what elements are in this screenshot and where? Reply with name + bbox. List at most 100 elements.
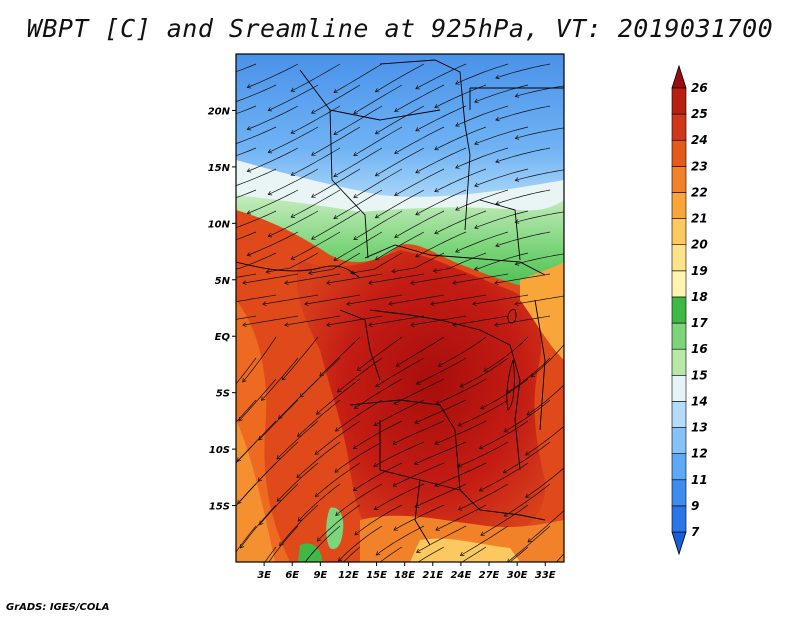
streamline-arrow [353,193,358,198]
lat-tick-label: 15N [208,163,231,174]
colorbar-segment [671,479,687,507]
streamline-arrow [502,469,508,474]
streamline-arrow [415,169,420,174]
streamline-arrow [437,362,443,367]
colorbar-label: 18 [691,290,708,304]
colorbar-label: 7 [691,525,700,539]
streamline [236,315,257,320]
streamline-arrow [290,171,296,176]
streamline [326,273,383,284]
streamline-arrow [315,410,321,415]
lon-tick-label: 9E [313,570,327,581]
streamline-arrow [267,107,273,112]
streamline-arrow [218,479,222,483]
streamline [459,357,509,388]
streamline [379,546,403,562]
streamline-arrow [375,382,380,387]
streamline [394,126,445,154]
streamline [393,504,445,531]
streamline [268,210,319,237]
streamline [236,168,277,186]
streamline [311,126,361,156]
streamline [236,126,277,144]
streamline [247,147,299,172]
streamline-arrow [495,116,500,122]
colorbar-label: 22 [691,185,708,199]
chart-title: WBPT [C] and Sreamline at 925hPa, VT: 20… [26,14,774,43]
streamline [236,441,257,464]
streamline-arrow [415,127,420,132]
streamline-arrow [503,512,509,517]
streamline [353,420,403,449]
streamline [416,525,467,553]
streamline [504,483,551,517]
lon-tick-label: 6E [285,570,299,581]
streamline-arrow [455,206,460,211]
streamline [368,315,425,326]
streamline [415,105,467,132]
streamline-arrow [392,482,398,487]
streamline-arrow [246,252,252,257]
streamline-arrow [495,242,500,248]
streamline [414,483,467,508]
streamline [333,189,383,219]
streamline-arrow [393,400,398,405]
streamline [515,211,564,223]
streamline [393,378,445,405]
lat-tick-label: 5S [216,389,230,400]
streamline-arrow [358,578,362,582]
streamline [434,462,487,487]
south-orange [360,515,564,562]
streamline-arrow [480,405,485,410]
colorbar-segment [671,296,687,324]
streamline-arrow [326,322,331,328]
streamline-arrow [296,473,301,479]
streamline-arrow [455,122,460,127]
streamline-arrow [393,526,399,531]
colorbar-label: 24 [691,133,708,147]
lon-tick-label: 24E [451,570,472,581]
streamline [388,294,445,305]
streamline [262,294,319,305]
streamline [415,231,467,258]
streamline-arrow [434,188,439,193]
streamline-arrow [394,107,399,113]
streamline [236,252,277,270]
streamline [276,462,319,502]
streamline-arrow [474,224,479,230]
streamline-arrow [514,177,520,182]
streamline [259,483,299,525]
south-yellow [410,538,520,562]
streamline-arrow [394,149,399,155]
streamline [236,105,257,115]
streamline [495,189,551,205]
colorbar-segment [671,348,687,376]
colorbar-label: 16 [691,342,708,356]
streamline-arrow [223,567,227,571]
streamline [392,420,445,445]
streamline [290,147,341,176]
streamline-arrow [203,79,207,83]
colorbar-label: 19 [691,264,708,278]
lon-tick-label: 18E [394,570,415,581]
streamline-arrow [242,378,247,383]
streamline-arrow [394,191,399,197]
grads-credit: GrADS: IGES/COLA [6,602,110,613]
streamline [495,105,551,121]
streamline-arrow [276,455,281,460]
streamline [297,483,341,522]
streamline-arrow [316,537,322,542]
streamline [278,378,319,419]
streamline-arrow [373,421,379,426]
streamline [353,210,403,240]
streamline-arrow [395,362,401,367]
colorbar-label: 14 [691,394,708,408]
streamline-arrow [514,135,520,140]
hot-core [296,250,546,545]
streamline [374,399,425,426]
streamline [236,357,257,385]
streamline-arrow [333,215,338,220]
streamline-arrow [224,145,228,149]
streamline-arrow [335,511,340,516]
streamline-arrow [474,182,479,188]
